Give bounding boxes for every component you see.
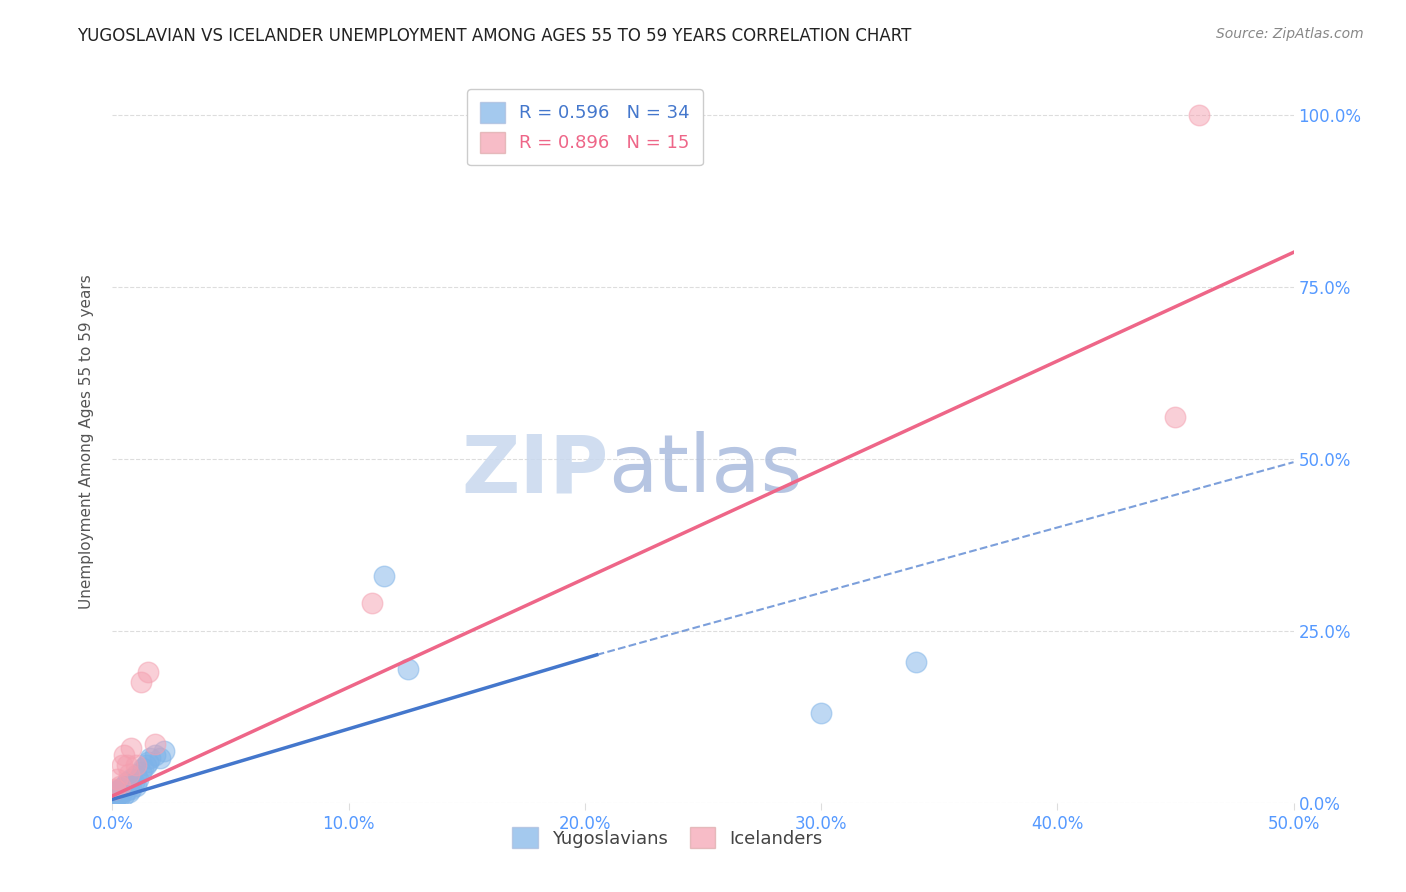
Point [118,776,141,790]
Point [153,744,176,758]
Text: YUGOSLAVIAN VS ICELANDER UNEMPLOYMENT AMONG AGES 55 TO 59 YEARS CORRELATION CHAR: YUGOSLAVIAN VS ICELANDER UNEMPLOYMENT AM… [77,27,911,45]
Point [129,764,152,779]
Point [105,788,128,802]
Point [1188,108,1211,122]
Text: Source: ZipAtlas.com: Source: ZipAtlas.com [1216,27,1364,41]
Point [104,789,127,803]
Point [149,751,172,765]
Point [111,780,134,795]
Point [373,568,395,582]
Point [118,785,141,799]
Point [105,783,128,797]
Point [143,737,166,751]
Point [120,782,142,797]
Point [135,758,157,772]
Text: atlas: atlas [609,432,803,509]
Point [111,785,134,799]
Legend: Yugoslavians, Icelanders: Yugoslavians, Icelanders [502,816,834,859]
Point [810,706,832,721]
Point [105,790,128,805]
Point [139,751,162,765]
Point [129,675,152,690]
Point [112,779,135,793]
Point [105,772,128,786]
Point [125,768,148,782]
Point [104,782,127,797]
Point [120,740,142,755]
Point [115,775,138,789]
Point [136,665,159,679]
Point [112,788,135,802]
Point [122,775,145,789]
Point [136,755,159,769]
Point [108,782,131,797]
Point [111,758,134,772]
Point [127,772,149,786]
Point [115,783,138,797]
Point [143,747,166,762]
Point [118,767,141,781]
Point [115,758,138,772]
Point [108,779,131,793]
Text: ZIP: ZIP [461,432,609,509]
Point [904,655,927,669]
Point [112,747,135,762]
Point [132,761,155,775]
Point [104,785,127,799]
Point [120,772,142,786]
Y-axis label: Unemployment Among Ages 55 to 59 years: Unemployment Among Ages 55 to 59 years [79,274,94,609]
Point [104,792,127,806]
Point [125,758,148,772]
Point [361,596,384,610]
Point [1164,410,1187,425]
Point [125,779,148,793]
Point [108,789,131,803]
Point [396,662,419,676]
